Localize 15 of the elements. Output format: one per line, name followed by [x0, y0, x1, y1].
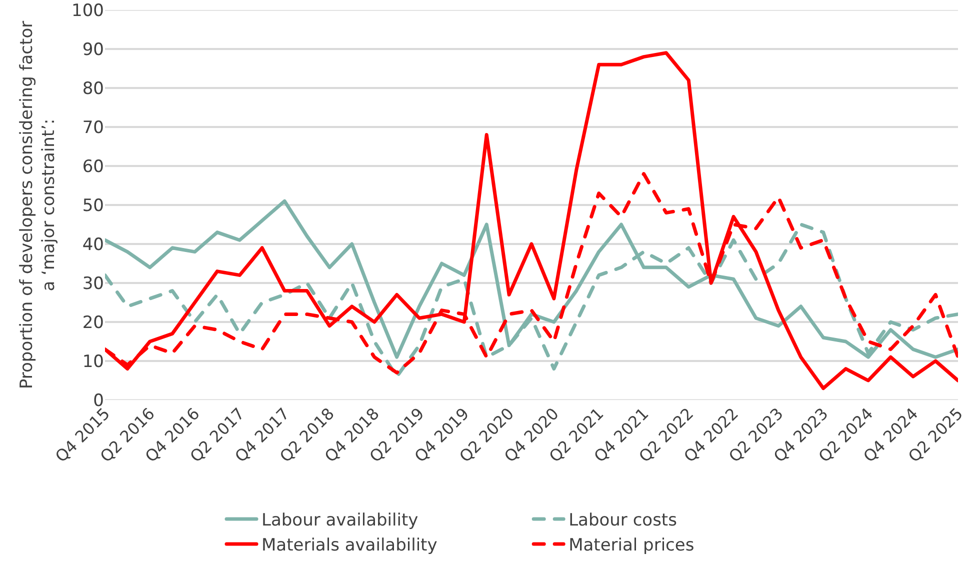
y-tick-label: 30: [82, 274, 104, 294]
y-axis-title: Proportion of developers considering factor a ‘major constraint’:: [16, 20, 60, 390]
y-tick-label: 40: [82, 234, 104, 255]
y-tick-label: 10: [82, 352, 104, 372]
y-tick-label: 70: [82, 118, 104, 138]
legend-label: Labour availability: [262, 510, 418, 531]
legend-label: Labour costs: [568, 510, 678, 531]
legend-label: Materials availability: [262, 536, 438, 556]
y-tick-label: 20: [82, 312, 104, 333]
y-tick-label: 90: [82, 40, 104, 60]
legend-label: Material prices: [568, 536, 694, 556]
y-tick-label: 60: [82, 156, 104, 177]
y-tick-label: 80: [82, 78, 104, 99]
y-tick-label: 50: [82, 196, 104, 216]
y-tick-label: 100: [72, 0, 104, 21]
